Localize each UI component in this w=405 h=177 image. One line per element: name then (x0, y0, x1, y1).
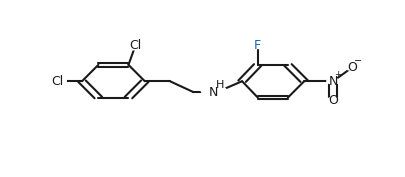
Text: N: N (328, 75, 338, 88)
Text: Cl: Cl (129, 39, 141, 52)
Circle shape (327, 78, 339, 84)
Circle shape (201, 85, 226, 96)
Text: +: + (334, 70, 341, 79)
Text: N: N (209, 86, 219, 99)
Circle shape (346, 65, 358, 70)
Text: Cl: Cl (51, 75, 63, 88)
Text: −: − (354, 56, 362, 66)
Circle shape (126, 42, 145, 50)
Text: F: F (254, 39, 261, 52)
Circle shape (327, 98, 339, 103)
Text: H: H (216, 80, 224, 90)
Text: O: O (328, 94, 338, 107)
Circle shape (47, 77, 66, 85)
Circle shape (252, 43, 264, 48)
Text: O: O (347, 61, 357, 74)
